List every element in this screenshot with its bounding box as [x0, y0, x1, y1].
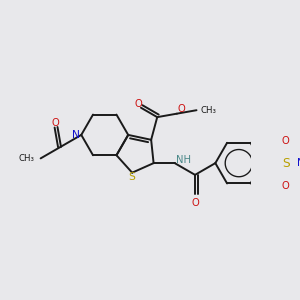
Text: S: S — [129, 172, 136, 182]
Text: S: S — [282, 157, 290, 169]
Text: N: N — [297, 158, 300, 168]
Text: O: O — [52, 118, 60, 128]
Text: N: N — [72, 130, 80, 140]
Text: O: O — [178, 104, 185, 115]
Text: O: O — [282, 181, 290, 191]
Text: O: O — [282, 136, 290, 146]
Text: O: O — [135, 99, 142, 109]
Text: NH: NH — [176, 155, 190, 165]
Text: O: O — [191, 198, 199, 208]
Text: CH₃: CH₃ — [201, 106, 217, 115]
Text: CH₃: CH₃ — [19, 154, 35, 163]
